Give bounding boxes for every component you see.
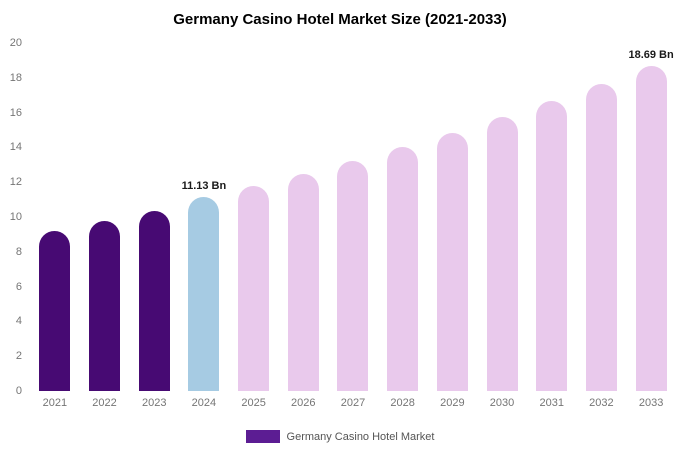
x-tick-label-2032: 2032 (589, 397, 614, 409)
x-tick-label-2030: 2030 (489, 397, 515, 409)
y-tick-label: 20 (9, 37, 22, 49)
bar-2031 (536, 101, 568, 391)
x-tick-label-2024: 2024 (191, 397, 217, 409)
bar-slot-2023 (129, 43, 179, 391)
bar-slot-2033: 18.69 Bn (626, 43, 676, 391)
bar-2027 (337, 161, 369, 391)
bar-2023 (138, 211, 170, 391)
bar-slot-2028 (378, 43, 428, 391)
bar-2028 (387, 147, 419, 391)
bar-2022 (89, 221, 121, 391)
y-tick-label: 18 (9, 71, 22, 84)
bar-2024 (188, 197, 220, 391)
x-tick-label-2023: 2023 (141, 397, 167, 409)
x-tick-label-2022: 2022 (92, 397, 117, 409)
x-tick-label-2021: 2021 (42, 397, 68, 409)
x-tick-label-2028: 2028 (390, 397, 415, 409)
bar-slot-2029 (428, 43, 478, 391)
bar-2025 (238, 186, 270, 391)
x-tick-label-2033: 2033 (638, 397, 664, 409)
y-tick-label: 12 (9, 176, 22, 189)
y-tick-label: 16 (9, 106, 22, 119)
bar-2033 (635, 66, 667, 391)
bar-slot-2030 (477, 43, 527, 391)
bar-value-label-2024: 11.13 Bn (181, 180, 227, 192)
bar-slot-2027 (328, 43, 378, 391)
plot-area: 11.13 Bn 18.69 Bn (30, 43, 676, 391)
legend-swatch (245, 430, 280, 443)
y-axis: 0 2 4 6 8 10 12 14 16 18 20 (0, 37, 24, 397)
bar-value-label-2033: 18.69 Bn (628, 49, 674, 61)
bar-slot-2025 (229, 43, 279, 391)
legend-label: Germany Casino Hotel Market (286, 430, 435, 443)
y-tick-label: 14 (9, 141, 22, 154)
y-tick-label: 4 (15, 315, 22, 328)
x-tick-label-2029: 2029 (440, 397, 465, 409)
bar-2026 (287, 174, 319, 391)
y-tick-label: 8 (15, 245, 22, 258)
x-tick-label-2031: 2031 (539, 397, 564, 409)
chart-title: Germany Casino Hotel Market Size (2021-2… (173, 11, 507, 28)
y-tick-label: 0 (15, 385, 22, 397)
bar-slot-2022 (80, 43, 130, 391)
bar-2029 (436, 133, 468, 391)
y-tick-label: 10 (9, 211, 22, 223)
x-axis: 2021 2022 2023 2024 2025 2026 2027 2028 2029 2030… (30, 397, 676, 409)
bar-slot-2021 (30, 43, 80, 391)
bar-slot-2026 (278, 43, 328, 391)
bar-2030 (486, 117, 518, 391)
bar-slot-2024: 11.13 Bn (179, 43, 229, 391)
x-tick-label-2027: 2027 (340, 397, 366, 409)
bar-2021 (39, 231, 71, 391)
bar-slot-2032 (577, 43, 627, 391)
bar-slot-2031 (527, 43, 577, 391)
x-tick-label-2026: 2026 (291, 397, 316, 409)
x-tick-label-2025: 2025 (241, 397, 266, 409)
y-tick-label: 2 (15, 350, 22, 363)
y-tick-label: 6 (15, 280, 22, 293)
legend: Germany Casino Hotel Market (0, 430, 680, 443)
bar-2032 (585, 84, 617, 391)
